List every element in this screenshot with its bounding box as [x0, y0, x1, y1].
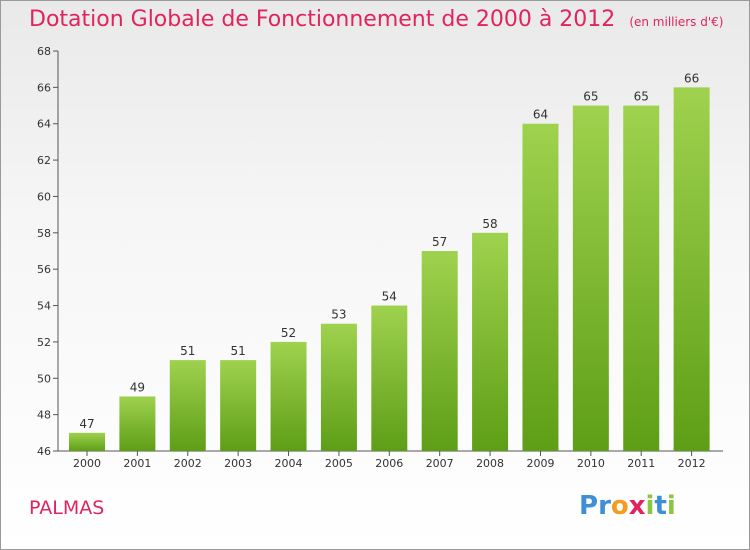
y-axis: 46 48 50 52 54 56 58 60 62 64 66 68 — [37, 45, 59, 458]
proxiti-logo: Proxiti — [579, 491, 676, 521]
logo-letter: i — [666, 491, 676, 521]
chart-title: Dotation Globale de Fonctionnement de 20… — [29, 7, 723, 32]
y-tick-label: 54 — [37, 300, 51, 313]
x-tick-label: 2012 — [678, 457, 706, 470]
unit-label: (en milliers d'€) — [629, 15, 724, 29]
x-axis: 2000 2001 2002 2003 2004 2005 2006 2007 2008 2009… — [58, 450, 723, 470]
bar-value-label: 51 — [180, 344, 195, 358]
bar-2000 — [69, 432, 105, 451]
bar-2007 — [421, 251, 458, 451]
bar-2010 — [572, 105, 609, 451]
bar-value-label: 65 — [583, 90, 598, 104]
x-tick-label: 2007 — [426, 457, 454, 470]
bar-2011 — [623, 105, 660, 451]
data-labels: 47 49 51 51 52 53 54 57 58 64 65 65 66 — [79, 71, 699, 430]
logo-letter: P — [579, 491, 599, 521]
bar-value-label: 54 — [382, 290, 397, 304]
bar-2004 — [270, 341, 307, 451]
bar-value-label: 66 — [684, 71, 699, 85]
x-tick-label: 2004 — [275, 457, 303, 470]
bar-2006 — [371, 305, 408, 451]
y-tick-label: 64 — [37, 118, 51, 131]
x-tick-label: 2010 — [577, 457, 605, 470]
logo-letter: t — [654, 491, 667, 521]
bar-value-label: 58 — [482, 217, 497, 231]
bar-value-label: 52 — [281, 326, 296, 340]
y-tick-label: 50 — [37, 372, 51, 385]
y-tick-label: 56 — [37, 263, 51, 276]
bar-2009 — [522, 123, 559, 452]
bar-value-label: 64 — [533, 108, 548, 122]
bar-value-label: 65 — [634, 90, 649, 104]
x-tick-label: 2008 — [476, 457, 504, 470]
bar-value-label: 53 — [331, 308, 346, 322]
bar-value-label: 49 — [130, 380, 145, 394]
x-tick-label: 2006 — [375, 457, 403, 470]
y-tick-label: 48 — [37, 409, 51, 422]
bar-2003 — [220, 360, 257, 451]
x-tick-label: 2003 — [224, 457, 252, 470]
x-tick-label: 2002 — [174, 457, 202, 470]
bar-2005 — [320, 323, 357, 451]
x-tick-label: 2000 — [73, 457, 101, 470]
bar-value-label: 51 — [231, 344, 246, 358]
logo-letter: o — [610, 491, 629, 521]
logo-letter: i — [645, 491, 655, 521]
x-tick-label: 2005 — [325, 457, 353, 470]
bar-2008 — [472, 232, 509, 451]
bar-2002 — [169, 360, 206, 451]
x-tick-label: 2011 — [627, 457, 655, 470]
bars — [69, 87, 710, 452]
title-text: Dotation Globale de Fonctionnement de 20… — [29, 7, 616, 32]
bar-2001 — [119, 396, 156, 451]
y-tick-label: 66 — [37, 81, 51, 94]
x-tick-label: 2009 — [526, 457, 554, 470]
y-tick-label: 46 — [37, 445, 51, 458]
bar-2012 — [673, 87, 710, 451]
y-tick-label: 62 — [37, 154, 51, 167]
y-tick-label: 60 — [37, 190, 51, 203]
y-tick-label: 58 — [37, 227, 51, 240]
bar-value-label: 57 — [432, 235, 447, 249]
x-tick-label: 2001 — [123, 457, 151, 470]
y-tick-label: 52 — [37, 336, 51, 349]
bar-value-label: 47 — [79, 417, 94, 431]
logo-letter: x — [628, 491, 646, 521]
commune-name: PALMAS — [29, 497, 105, 519]
y-tick-label: 68 — [37, 45, 51, 58]
logo-letter: r — [598, 491, 611, 521]
